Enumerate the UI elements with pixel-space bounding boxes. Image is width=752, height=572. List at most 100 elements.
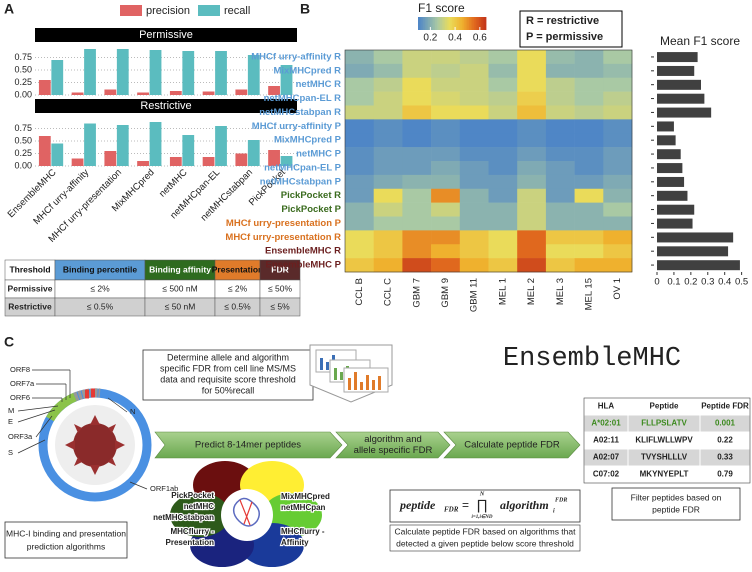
caption-box	[611, 487, 741, 521]
legend-box	[519, 10, 623, 48]
row-label: PickPocket P	[281, 204, 341, 215]
bar	[137, 161, 149, 166]
heatmap-cell	[545, 147, 575, 162]
colorbar-step	[448, 17, 451, 30]
heatmap-cell	[402, 216, 432, 231]
heatmap-cell	[431, 258, 461, 273]
heatmap-cell	[574, 147, 604, 162]
table-cell-text: 0.33	[717, 453, 733, 462]
heatmap-cell	[488, 230, 518, 245]
colorbar-step	[465, 17, 468, 30]
heatmap-cell	[345, 147, 374, 162]
bar	[657, 232, 734, 243]
row-label: PickPocket R	[281, 190, 341, 201]
bar	[235, 89, 248, 95]
heatmap-cell	[574, 77, 604, 92]
table-cell-text: Restrictive	[8, 301, 52, 311]
y-tick-label: 0.75	[14, 123, 32, 133]
heatmap-cell	[459, 230, 489, 245]
table-cell-text: KLIFLWLLWPV	[635, 436, 693, 445]
chart-title: Permissive	[139, 29, 193, 41]
heatmap-cell	[574, 258, 604, 273]
colorbar-step	[443, 17, 446, 30]
row-label: netMHCstabpan R	[259, 107, 341, 118]
bar	[657, 107, 712, 118]
table-header: FDR	[271, 264, 288, 274]
bar	[657, 52, 698, 63]
caption-line: peptide FDR	[652, 504, 700, 514]
bar	[84, 123, 96, 166]
heatmap-cell	[402, 77, 432, 92]
note-box	[142, 349, 314, 401]
virus	[17, 369, 152, 502]
heatmap-cell	[431, 77, 461, 92]
colorbar-step	[435, 17, 438, 30]
heatmap-cell	[373, 161, 403, 176]
heatmap-cell	[373, 216, 403, 231]
heatmap-cell	[431, 147, 461, 162]
heatmap-cell	[603, 188, 633, 203]
heatmap-cell	[373, 244, 403, 259]
table-cell-text: A02:11	[593, 436, 619, 445]
heatmap-cell	[402, 161, 432, 176]
step-label: algorithm and	[364, 434, 422, 445]
colorbar-step	[453, 17, 456, 30]
table-cell-text: Permissive	[8, 283, 53, 293]
heatmap-cell	[488, 174, 518, 190]
bar	[657, 204, 695, 215]
colorbar-step	[450, 17, 453, 30]
heatmap-cell	[574, 216, 604, 231]
heatmap-cell	[431, 202, 461, 217]
colorbar-step	[469, 17, 472, 30]
heatmap-cell	[459, 202, 489, 217]
gene-label: M	[8, 406, 14, 415]
column-label: MEL 2	[526, 278, 537, 305]
heatmap-cell	[545, 105, 575, 120]
formula-part: i	[553, 508, 555, 514]
heatmap-cell	[459, 216, 489, 231]
formula-part: FDR	[444, 506, 459, 514]
heatmap-cell	[459, 119, 489, 134]
panel-label: A	[4, 1, 14, 17]
formula-part: N	[479, 491, 485, 497]
step-label: allele specific FDR	[354, 445, 433, 456]
colorbar-step	[458, 17, 461, 30]
colorbar-step	[462, 17, 465, 30]
heatmap-cell	[345, 244, 374, 259]
colorbar-step	[463, 17, 466, 30]
heatmap-cell	[345, 230, 374, 245]
table-cell-text: ≤ 0.5%	[87, 301, 114, 311]
panel-label: C	[4, 334, 14, 350]
column-label: OV 1	[612, 278, 623, 300]
colorbar-step	[445, 17, 448, 30]
bar	[116, 125, 129, 166]
heatmap-cell	[488, 105, 518, 120]
heatmap-cell	[545, 133, 575, 148]
heatmap-cell	[459, 63, 489, 79]
heatmap-cell	[603, 133, 633, 148]
heatmap-cell	[603, 91, 633, 106]
heatmap-cell	[402, 230, 432, 245]
heatmap-cell	[574, 161, 604, 176]
colorbar-step	[457, 17, 460, 30]
x-tick-label: MHCf urry-affinity	[31, 167, 91, 227]
heatmap-cell	[488, 244, 518, 259]
colorbar-step	[424, 17, 427, 30]
diagram-title: EnsembleMHC	[503, 344, 681, 374]
row-label: netMHC R	[296, 79, 342, 90]
heatmap-cell	[545, 174, 575, 190]
heatmap-cell	[603, 202, 633, 217]
bar	[657, 149, 681, 160]
algorithm-label: PickPocket	[171, 491, 214, 500]
heatmap-cell	[459, 174, 489, 190]
heatmap-cell	[574, 50, 604, 65]
bar	[657, 135, 676, 146]
column-label: CCL C	[383, 278, 394, 306]
heatmap-cell	[459, 105, 489, 120]
bar	[657, 218, 693, 229]
heatmap-cell	[431, 216, 461, 231]
table-cell-text: ≤ 50 nM	[165, 301, 196, 311]
table-cell-text: ≤ 2%	[228, 283, 248, 293]
heatmap-cell	[517, 188, 547, 203]
